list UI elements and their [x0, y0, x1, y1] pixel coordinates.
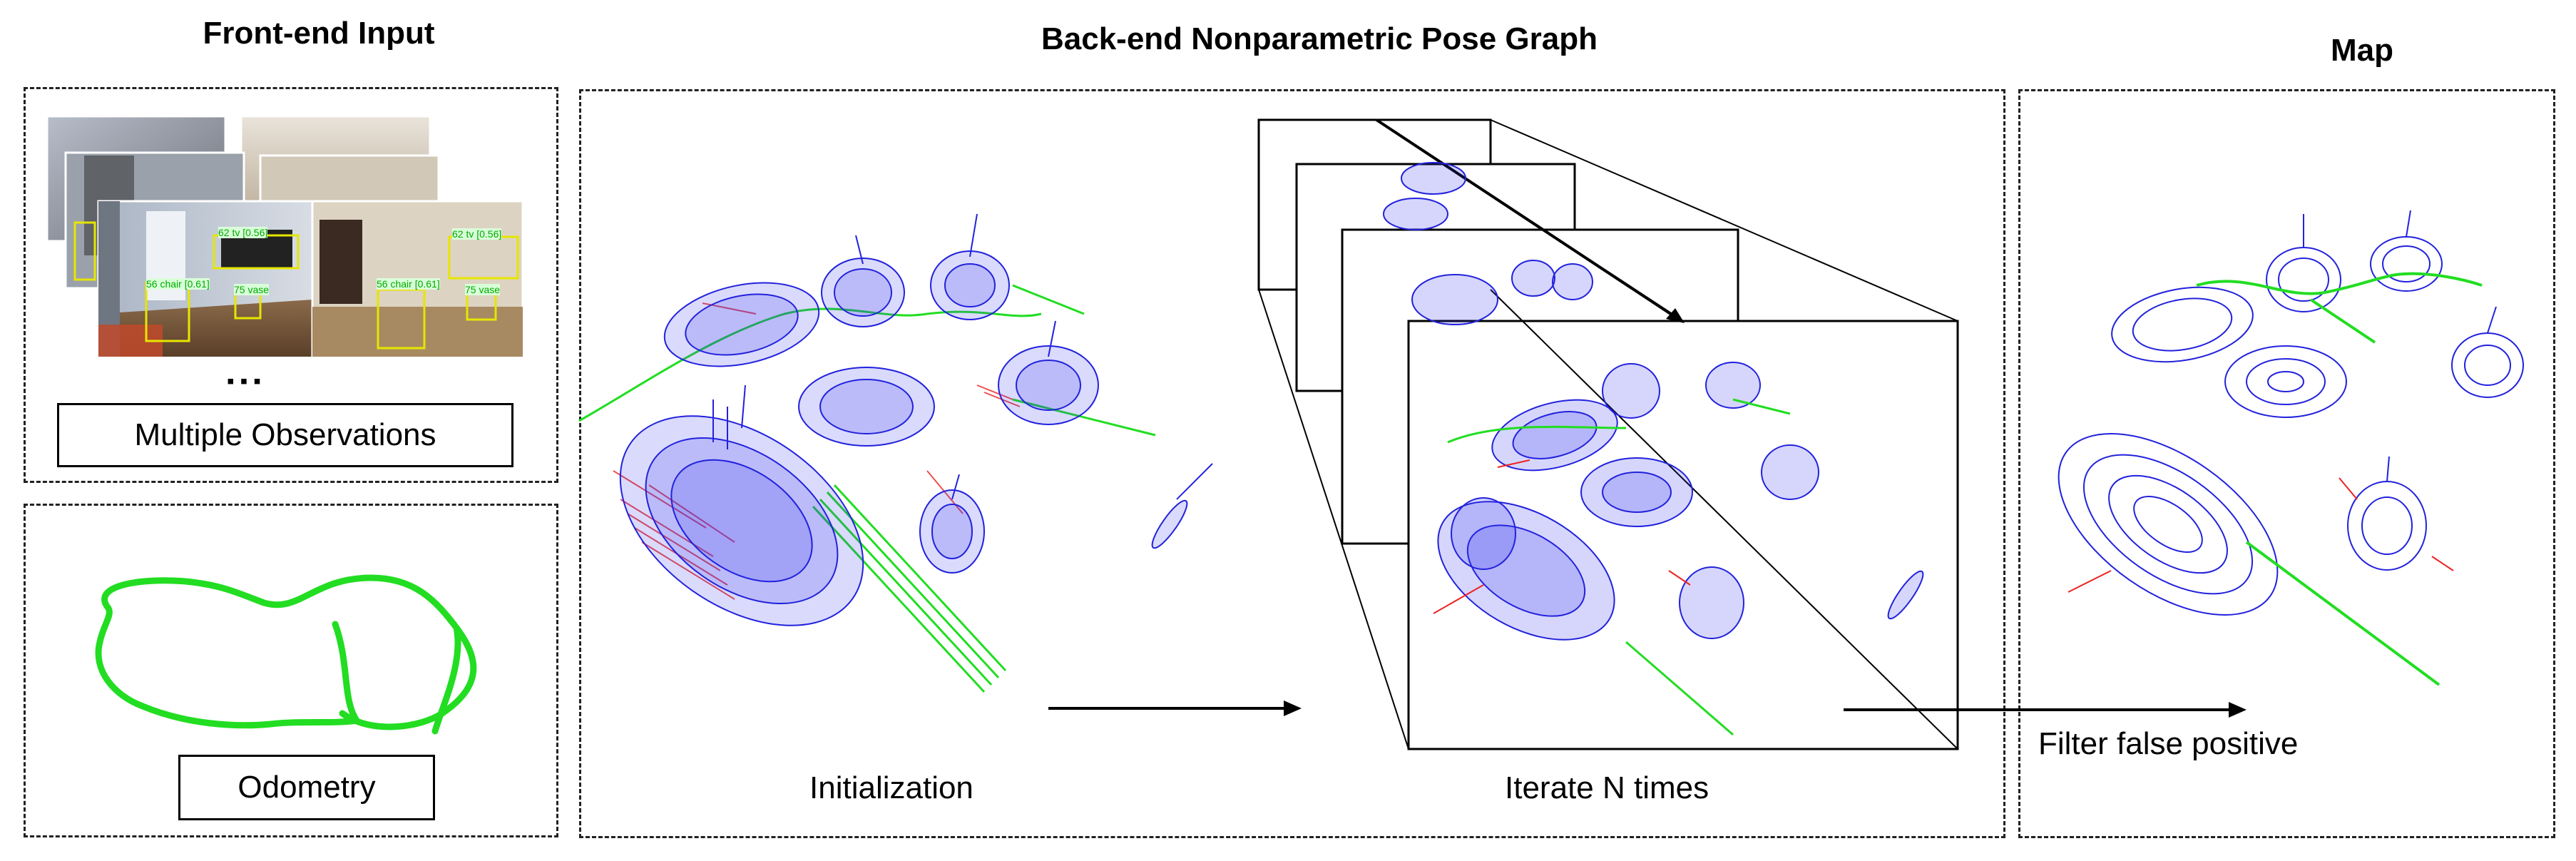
- initialization-label: Initialization: [809, 770, 973, 805]
- filter-label: Filter false positive: [2038, 726, 2299, 761]
- detection-label-chair-2: 56 chair [0.61]: [377, 278, 440, 290]
- iterate-label: Iterate N times: [1505, 770, 1709, 805]
- odometry-label: Odometry: [178, 755, 435, 820]
- backend-title: Back-end Nonparametric Pose Graph: [1041, 21, 1598, 56]
- detection-label-vase-2: 75 vase: [465, 284, 501, 295]
- backend-panel: [579, 89, 2005, 838]
- frontend-title: Front-end Input: [203, 16, 435, 51]
- observations-label: Multiple Observations: [57, 403, 513, 467]
- detection-label-tv-2: 62 tv [0.56]: [452, 228, 502, 240]
- detection-label-vase-1: 75 vase: [234, 284, 270, 295]
- map-title: Map: [2331, 33, 2393, 68]
- map-panel: [2018, 89, 2555, 838]
- detection-label-tv-1: 62 tv [0.56]: [218, 227, 268, 238]
- odometry-panel: [24, 504, 558, 837]
- detection-label-chair-1: 56 chair [0.61]: [146, 278, 210, 290]
- ellipsis-dots: ▪▪▪: [227, 370, 267, 393]
- observations-panel: [24, 87, 558, 483]
